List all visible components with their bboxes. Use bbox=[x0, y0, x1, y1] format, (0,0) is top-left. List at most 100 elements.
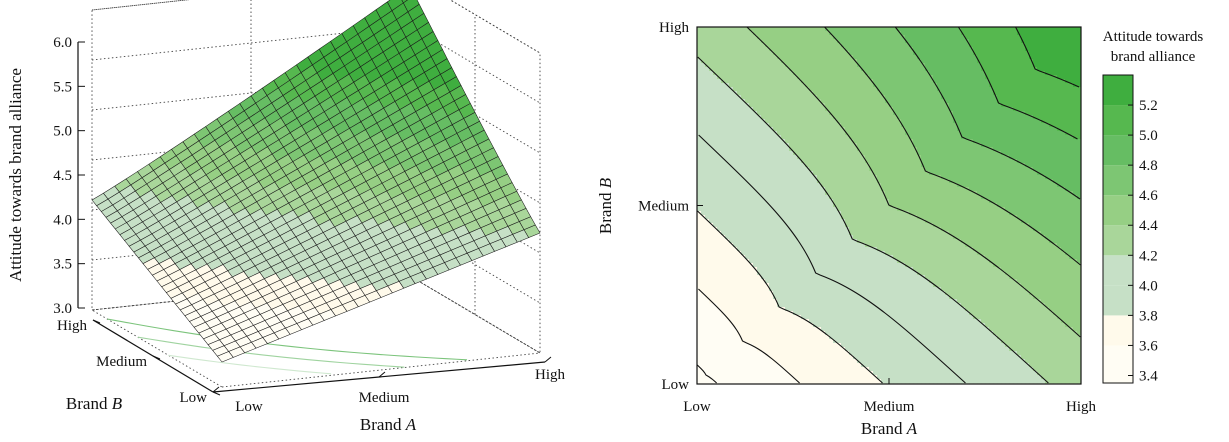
contour-cell bbox=[981, 171, 986, 176]
contour-cell bbox=[805, 115, 810, 120]
contour-cell bbox=[757, 99, 762, 104]
contour-cell bbox=[905, 31, 910, 36]
contour-cell bbox=[957, 159, 962, 164]
contour-cell bbox=[873, 135, 878, 140]
contour-cell bbox=[853, 51, 858, 56]
contour-cell bbox=[1009, 107, 1014, 112]
contour-cell bbox=[837, 119, 842, 124]
contour-cell bbox=[997, 111, 1002, 116]
contour-cell bbox=[957, 75, 962, 80]
contour-cell bbox=[1041, 47, 1046, 52]
contour-cell bbox=[929, 111, 934, 116]
contour-cell bbox=[777, 111, 782, 116]
contour-cell bbox=[713, 119, 718, 124]
contour-cell bbox=[1061, 55, 1066, 60]
contour-cell bbox=[981, 123, 986, 128]
contour-cell bbox=[789, 47, 794, 52]
contour-cell bbox=[985, 195, 990, 200]
contour-cell bbox=[745, 79, 750, 84]
contour-cell bbox=[865, 155, 870, 160]
contour-cell bbox=[801, 199, 806, 204]
contour-cell bbox=[885, 71, 890, 76]
contour-cell bbox=[709, 87, 714, 92]
contour-cell bbox=[921, 159, 926, 164]
contour-cell bbox=[893, 119, 898, 124]
contour-cell bbox=[701, 191, 706, 196]
contour-cell bbox=[929, 163, 934, 168]
contour-cell bbox=[1049, 179, 1054, 184]
contour-cell bbox=[753, 151, 758, 156]
contour-cell bbox=[929, 51, 934, 56]
contour-cell bbox=[957, 43, 962, 48]
contour-cell bbox=[1069, 103, 1074, 108]
contour-cell bbox=[1065, 123, 1070, 128]
contour-cell bbox=[933, 91, 938, 96]
contour-cell bbox=[849, 191, 854, 196]
contour-cell bbox=[905, 103, 910, 108]
contour-cell bbox=[985, 175, 990, 180]
contour-cell bbox=[801, 103, 806, 108]
contour-cell bbox=[901, 131, 906, 136]
contour-cell bbox=[785, 151, 790, 156]
contour-cell bbox=[961, 39, 966, 44]
contour-cell bbox=[949, 119, 954, 124]
contour-cell bbox=[1057, 35, 1062, 40]
contour-cell bbox=[1041, 131, 1046, 136]
contour-cell bbox=[765, 135, 770, 140]
contour-cell bbox=[717, 147, 722, 152]
contour-cell bbox=[961, 163, 966, 168]
contour-cell bbox=[717, 115, 722, 120]
contour-cell bbox=[773, 147, 778, 152]
contour-cell bbox=[757, 31, 762, 36]
contour-cell bbox=[909, 151, 914, 156]
contour-cell bbox=[701, 131, 706, 136]
contour-cell bbox=[1005, 107, 1010, 112]
contour-cell bbox=[1077, 163, 1082, 168]
contour-cell bbox=[885, 191, 890, 196]
contour-cell bbox=[1021, 91, 1026, 96]
contour-cell bbox=[989, 139, 994, 144]
contour-cell bbox=[1073, 111, 1078, 116]
contour-cell bbox=[1065, 27, 1070, 32]
contour-cell bbox=[753, 79, 758, 84]
contour-cell bbox=[889, 171, 894, 176]
contour-cell bbox=[809, 195, 814, 200]
contour-cell bbox=[889, 91, 894, 96]
contour-cell bbox=[741, 119, 746, 124]
contour-cell bbox=[941, 47, 946, 52]
contour-cell bbox=[1033, 83, 1038, 88]
contour-cell bbox=[865, 127, 870, 132]
contour-cell bbox=[865, 151, 870, 156]
contour-cell bbox=[1013, 159, 1018, 164]
contour-cell bbox=[921, 51, 926, 56]
contour-cell bbox=[889, 115, 894, 120]
contour-cell bbox=[789, 39, 794, 44]
contour-cell bbox=[1077, 179, 1082, 184]
contour-cell bbox=[773, 95, 778, 100]
contour-cell bbox=[769, 55, 774, 60]
contour-cell bbox=[981, 87, 986, 92]
contour-cell bbox=[997, 83, 1002, 88]
contour-cell bbox=[865, 179, 870, 184]
contour-cell bbox=[785, 91, 790, 96]
contour-cell bbox=[1065, 151, 1070, 156]
contour-cell bbox=[937, 127, 942, 132]
contour-cell bbox=[977, 131, 982, 136]
contour-cell bbox=[901, 135, 906, 140]
contour-cell bbox=[841, 55, 846, 60]
contour-cell bbox=[821, 163, 826, 168]
contour-cell bbox=[1053, 99, 1058, 104]
contour-cell bbox=[885, 35, 890, 40]
contour-cell bbox=[709, 195, 714, 200]
contour-cell bbox=[897, 179, 902, 184]
contour-cell bbox=[789, 191, 794, 196]
contour-cell bbox=[1041, 147, 1046, 152]
contour-cell bbox=[801, 119, 806, 124]
contour-cell bbox=[933, 179, 938, 184]
contour-cell bbox=[1021, 163, 1026, 168]
contour-cell bbox=[781, 95, 786, 100]
contour-cell bbox=[909, 39, 914, 44]
contour-cell bbox=[1045, 127, 1050, 132]
contour-cell bbox=[741, 107, 746, 112]
contour-cell bbox=[749, 39, 754, 44]
